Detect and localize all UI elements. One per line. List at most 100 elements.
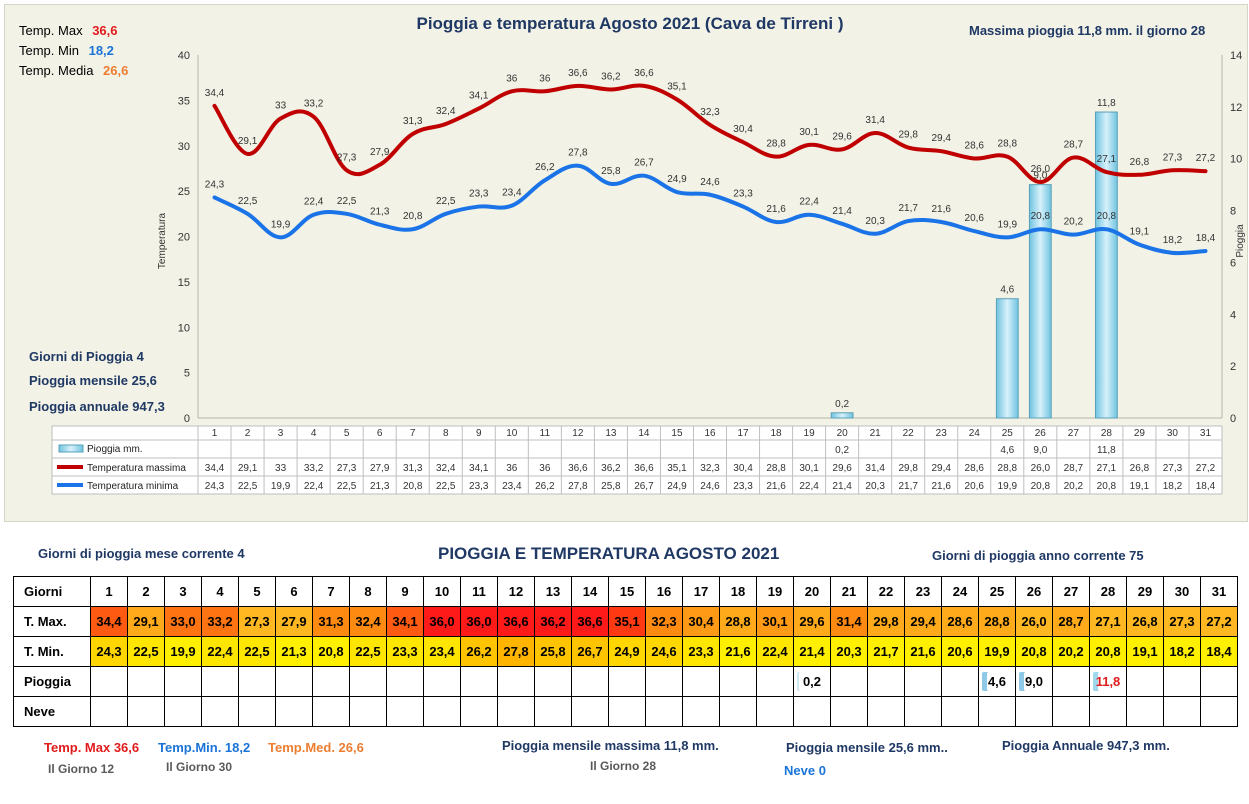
tmed-stat-value: 26,6 [103,63,129,78]
day-cell: 15 [608,576,646,607]
tmin-cell: 26,2 [460,636,498,667]
x-tick-label: 28 [1101,428,1113,439]
tmin-data-label: 24,3 [205,179,225,190]
chart-table-tmin-cell: 24,9 [667,481,687,492]
rain-cell: 9,0 [1015,666,1053,697]
days-row: Giorni 1 2 3 4 5 6 7 8 9 10 11 12 13 14 15 16 17 18 19 20 21… [13,576,1238,607]
tmin-cell: 23,3 [386,636,424,667]
snow-cell [645,696,683,727]
chart-table-tmax-cell: 27,3 [1163,463,1183,474]
y-tick-label: 20 [178,232,190,244]
y2-axis-title: Pioggia [1235,224,1246,258]
tmin-data-label: 20,8 [1031,211,1051,222]
chart-table-tmax-cell: 36,6 [568,463,588,474]
chart-table-tmin-cell: 26,7 [634,481,654,492]
chart-table-tmax-cell: 36 [506,463,518,474]
tmin-data-label: 26,2 [535,162,555,173]
tmin-data-label: 20,8 [403,211,423,222]
row-label-tmin: T. Min. [13,636,91,667]
x-tick-label: 31 [1200,428,1212,439]
tmin-row: T. Min. 24,3 22,5 19,9 22,4 22,5 21,3 20,8 22,5… [13,636,1238,667]
chart-table-tmin-cell: 20,8 [1097,481,1117,492]
rain-cell [534,666,572,697]
chart-table-tmin-cell: 22,5 [436,481,456,492]
rain-value: 9,0 [1019,672,1049,691]
y-tick-label: 30 [178,141,190,153]
snow-cell [756,696,794,727]
snow-cell [1015,696,1053,727]
tmax-cell: 36,0 [460,606,498,637]
tmax-cell: 28,8 [978,606,1016,637]
tmin-cell: 22,4 [756,636,794,667]
chart-table-tmax-cell: 28,8 [998,463,1018,474]
chart-table-tmax-cell: 27,9 [370,463,390,474]
x-tick-label: 16 [704,428,716,439]
chart-table-tmin-cell: 22,4 [304,481,324,492]
chart-table-tmin-cell: 20,6 [965,481,985,492]
day-cell: 9 [386,576,424,607]
tmax-line [212,83,1208,185]
tmin-data-label: 21,6 [931,204,951,215]
legend-tmin-label: Temperatura minima [87,481,179,492]
rain-bar [1028,184,1052,419]
rain-cell [719,666,757,697]
tmin-data-label: 24,6 [700,177,720,188]
y2-tick-label: 14 [1230,50,1242,62]
x-tick-label: 19 [804,428,816,439]
tmin-cell: 20,8 [312,636,350,667]
chart-table-tmin-cell: 23,3 [469,481,489,492]
chart-table-tmax-cell: 32,3 [700,463,720,474]
snow-cell [1200,696,1238,727]
x-tick-label: 15 [671,428,683,439]
rain-cell [682,666,720,697]
day-cell: 7 [312,576,350,607]
rain-data-label: 9,0 [1033,171,1047,182]
tmed-stat-label: Temp. Media [19,63,94,78]
day-cell: 31 [1200,576,1238,607]
tmax-data-label: 27,3 [337,152,357,163]
x-tick-label: 12 [572,428,584,439]
chart-table-tmax-cell: 36,6 [634,463,654,474]
tmax-data-label: 34,4 [205,88,225,99]
rain-cell [497,666,535,697]
snow-cell [423,696,461,727]
tmax-cell: 27,9 [275,606,313,637]
x-tick-label: 25 [1002,428,1014,439]
x-tick-label: 22 [903,428,915,439]
chart-table-tmin-cell: 21,6 [766,481,786,492]
chart-table-tmin-cell: 22,5 [238,481,258,492]
chart-table-tmax-cell: 29,6 [832,463,852,474]
tmin-data-label: 19,1 [1130,227,1150,238]
tmin-data-label: 19,9 [998,219,1018,230]
tmin-data-label: 20,2 [1064,217,1084,228]
y-tick-label: 5 [184,368,190,380]
footer-max-rain-day: Il Giorno 28 [590,759,657,773]
rain-value: 4,6 [982,672,1012,691]
day-cell: 27 [1052,576,1090,607]
x-tick-label: 4 [311,428,317,439]
y2-tick-label: 0 [1230,413,1236,425]
day-cell: 29 [1126,576,1164,607]
tmax-cell: 28,8 [719,606,757,637]
tmin-data-label: 21,6 [766,204,786,215]
chart-table-tmin-cell: 27,8 [568,481,588,492]
chart-table-tmin-cell: 20,3 [865,481,885,492]
tmin-cell: 26,7 [571,636,609,667]
chart-table-rain-cell: 0,2 [835,445,849,456]
y2-tick-label: 8 [1230,206,1236,218]
chart-table-tmax-cell: 29,8 [898,463,918,474]
tmin-data-label: 21,4 [832,206,852,217]
tmin-cell: 23,4 [423,636,461,667]
snow-cell [90,696,128,727]
rain-cell [645,666,683,697]
legend-tmax-label: Temperatura massima [87,463,186,474]
tmax-data-label: 27,2 [1196,153,1216,164]
chart-table-tmin-cell: 25,8 [601,481,621,492]
tmax-data-label: 27,9 [370,147,390,158]
rain-cell [127,666,165,697]
y2-tick-label: 6 [1230,257,1236,269]
chart-table-tmax-cell: 28,8 [766,463,786,474]
tmin-cell: 21,3 [275,636,313,667]
tmax-cell: 36,6 [497,606,535,637]
tmax-data-label: 26,0 [1031,164,1051,175]
